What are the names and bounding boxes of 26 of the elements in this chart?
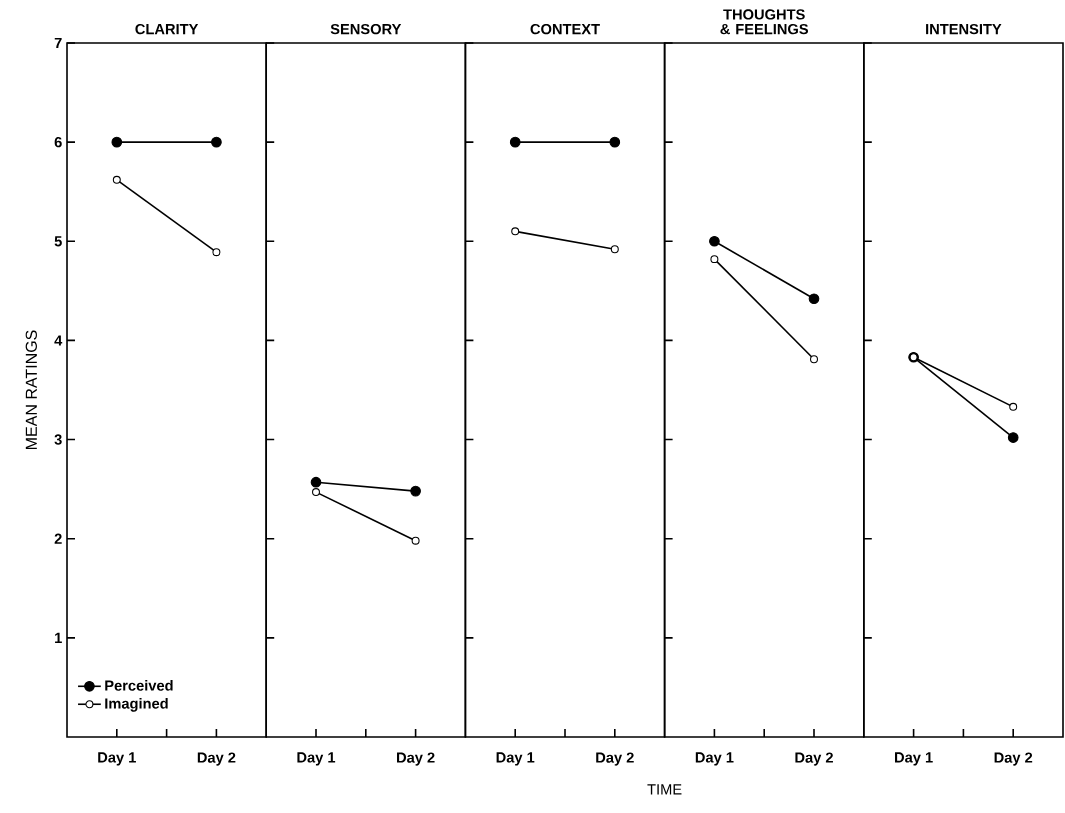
x-tick-label: Day 1 bbox=[297, 752, 336, 766]
x-tick-label: Day 2 bbox=[197, 752, 236, 766]
chart-title: INTENSITY bbox=[926, 23, 1002, 35]
y-tick-label: 6 bbox=[54, 136, 62, 148]
y-tick-label: 4 bbox=[54, 335, 63, 346]
chart-title: CONTEXT bbox=[530, 23, 600, 35]
chart-title: SENSORY bbox=[330, 23, 402, 35]
legend-label: Perceived bbox=[105, 679, 173, 691]
x-tick-label: Day 2 bbox=[994, 752, 1033, 766]
chart-title: CLARITY bbox=[135, 23, 199, 35]
y-axis-title: MEAN RATINGS bbox=[25, 330, 37, 449]
x-tick-label: Day 1 bbox=[496, 752, 535, 766]
x-tick-label: Day 1 bbox=[98, 752, 136, 766]
y-tick-label: 1 bbox=[55, 632, 62, 643]
y-tick-label: 3 bbox=[54, 434, 62, 445]
y-tick-label: 2 bbox=[54, 533, 62, 544]
legend-label: Imagined bbox=[105, 697, 168, 712]
chart-title: THOUGHTS & FEELINGS bbox=[720, 9, 809, 35]
x-tick-label: Day 2 bbox=[596, 752, 634, 766]
y-tick-label: 5 bbox=[54, 236, 62, 247]
x-tick-label: Day 2 bbox=[397, 752, 435, 766]
x-tick-label: Day 1 bbox=[895, 752, 933, 766]
x-tick-label: Day 2 bbox=[795, 752, 833, 766]
x-tick-label: Day 1 bbox=[695, 752, 734, 766]
y-tick-label: 7 bbox=[54, 37, 62, 49]
x-axis-title: TIME bbox=[647, 784, 682, 795]
